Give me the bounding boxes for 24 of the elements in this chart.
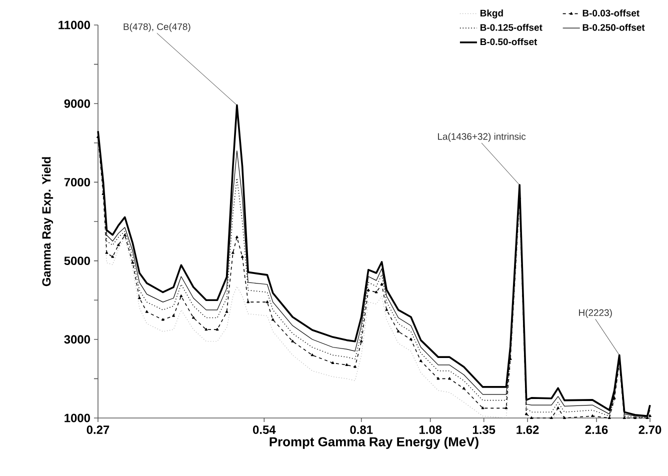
legend-label: B-0.250-offset [582, 24, 645, 31]
legend-label: B-0.50-offset [480, 38, 538, 46]
y-tick-label: 1000 [64, 414, 90, 422]
y-axis-title: Gamma Ray Exp. Yield [42, 157, 54, 286]
x-tick-label: 1.35 [472, 426, 496, 434]
annotation: H(2223) [579, 309, 612, 318]
x-tick-label: 1.08 [419, 426, 442, 434]
y-tick-label: 3000 [64, 335, 90, 344]
legend-label: B-0.125-offset [480, 24, 542, 31]
annotation: B(478), Ce(478) [124, 23, 190, 32]
legend-label: Bkgd [480, 10, 503, 18]
annotation: La(1436+32) intrinsic [438, 132, 526, 142]
x-tick-label: 0.81 [350, 426, 373, 434]
x-tick-label: 0.54 [253, 426, 276, 434]
x-tick-label: 2.16 [585, 426, 608, 434]
y-tick-label: 5000 [64, 256, 90, 266]
y-tick-label: 11000 [58, 20, 90, 30]
legend-label: B-0.03-offset [582, 10, 640, 16]
x-tick-label: 0.27 [86, 426, 110, 434]
x-tick-label: 1.62 [516, 426, 539, 434]
y-tick-label: 7000 [64, 178, 90, 186]
x-tick-label: 2.70 [638, 426, 662, 434]
x-axis-title: Prompt Gamma Ray Energy (MeV) [270, 436, 478, 449]
y-tick-label: 9000 [64, 99, 90, 108]
